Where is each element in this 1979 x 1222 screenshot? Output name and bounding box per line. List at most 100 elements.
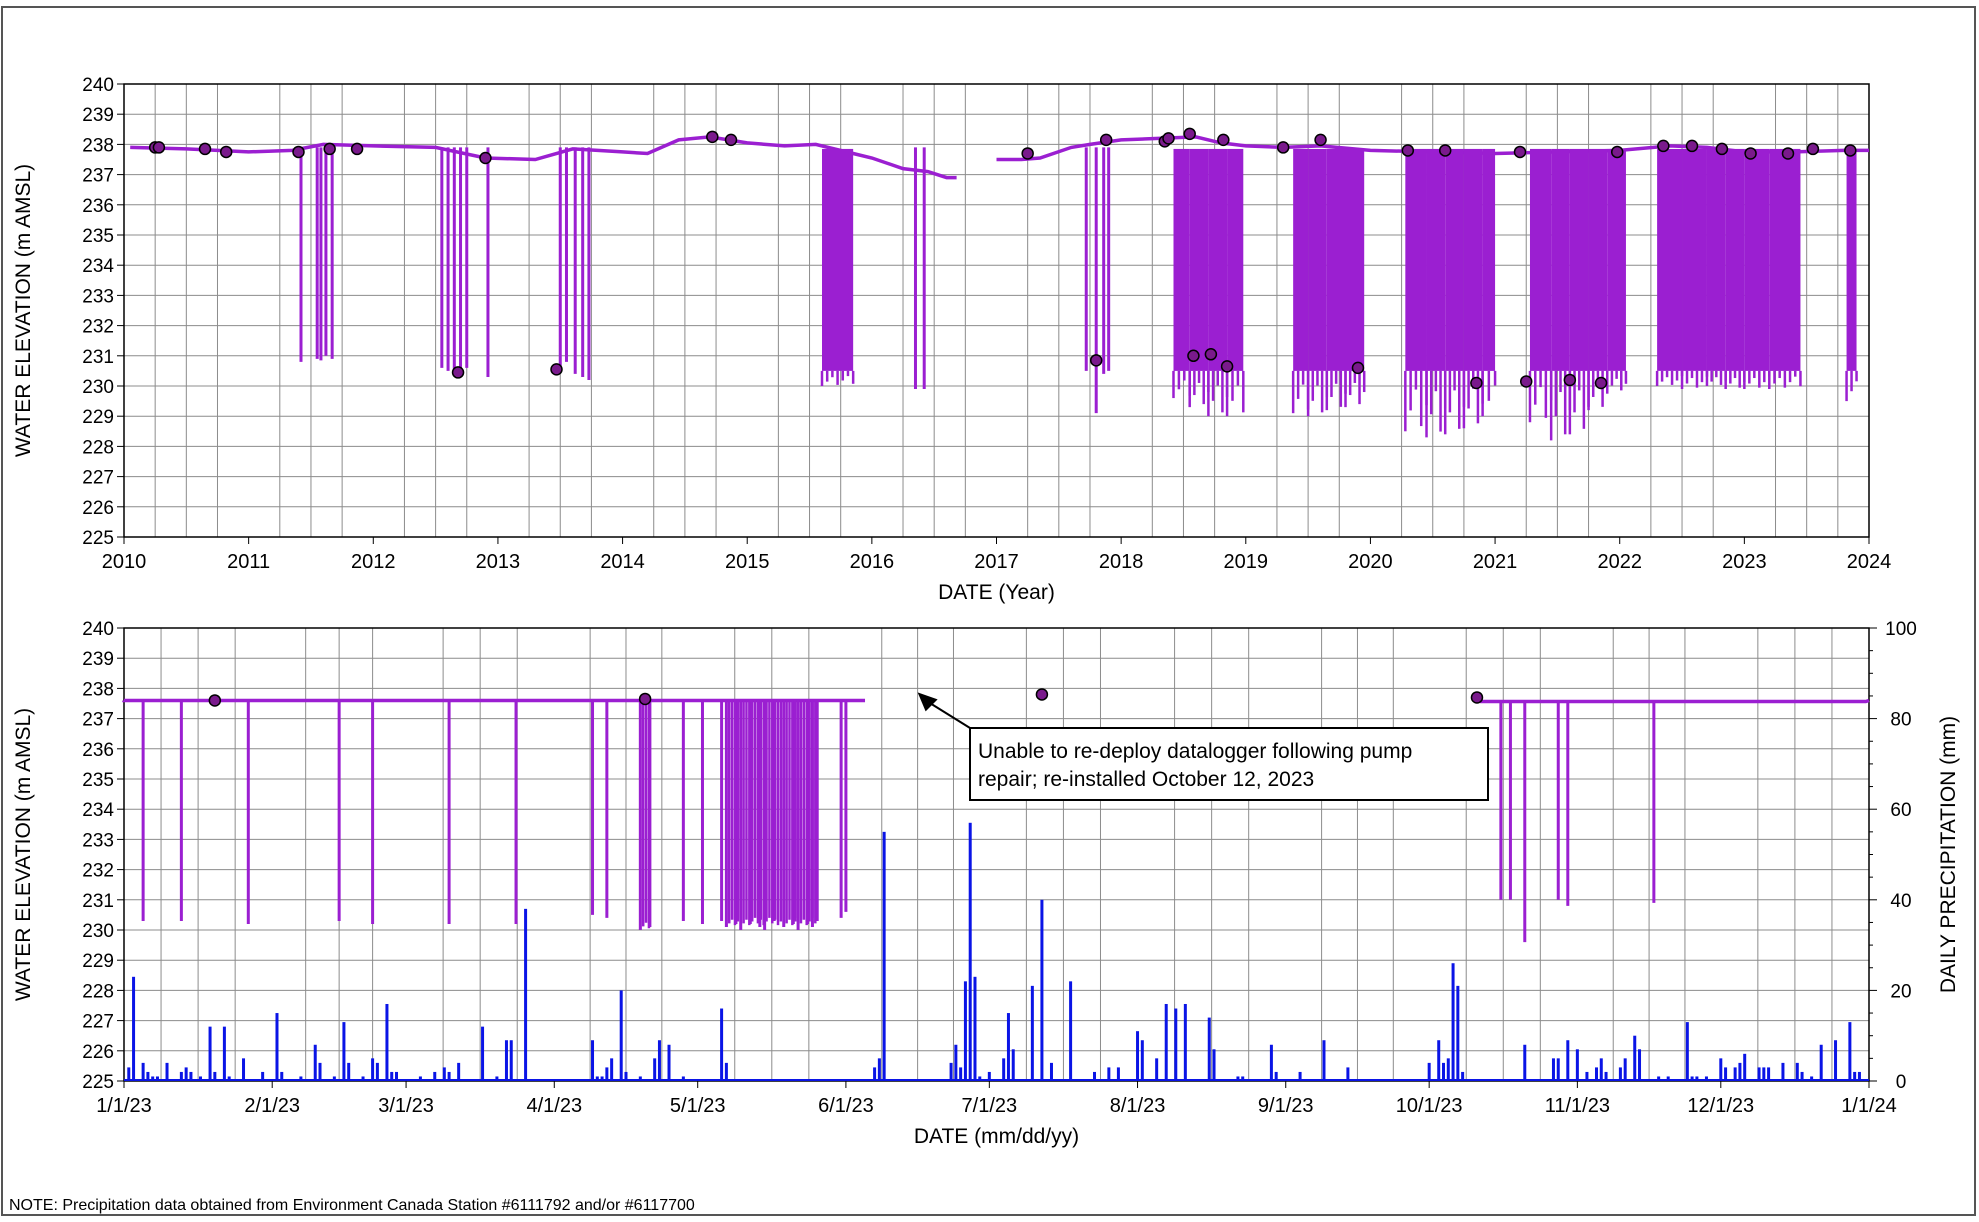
x-tick-label: 8/1/23	[1110, 1095, 1166, 1117]
x-tick-label: 7/1/23	[962, 1095, 1018, 1117]
x-tick-label: 2018	[1099, 551, 1144, 573]
precip-bar	[1810, 1076, 1814, 1081]
precip-bar	[1704, 1076, 1708, 1081]
precip-bar	[978, 1076, 982, 1081]
precip-bar	[1666, 1076, 1670, 1081]
precip-bar	[275, 1013, 279, 1081]
precip-bar	[591, 1040, 595, 1081]
drawdown-band	[1308, 148, 1327, 371]
precip-bar	[227, 1076, 231, 1081]
manual-measurement-point	[1806, 142, 1820, 156]
precip-bar	[1594, 1067, 1598, 1081]
water-level-line	[130, 135, 957, 180]
precip-bar	[605, 1067, 609, 1081]
2023-water-level-precip-chart: 240 239 238 237 236 235 234 233 232 231 230 229 228 2…	[12, 619, 1960, 1148]
y-tick-label: 235	[82, 770, 114, 791]
manual-measurement-point	[1220, 360, 1234, 373]
drawdown-band	[1345, 148, 1365, 371]
x-tick-label: 2010	[102, 551, 147, 573]
precip-bar	[165, 1062, 169, 1081]
precip-bar	[1685, 1022, 1689, 1081]
precip-bar	[1002, 1058, 1006, 1081]
y-tick-label: 236	[82, 196, 114, 217]
drawdown-band	[1405, 148, 1427, 371]
precip-bar	[1819, 1044, 1823, 1081]
y-tick-label: 237	[82, 166, 114, 187]
precip-bar	[954, 1044, 958, 1081]
y-tick-label: 238	[82, 135, 114, 156]
precip-bar	[624, 1071, 628, 1081]
y-tick-label: 227	[82, 1012, 114, 1033]
precip-bar	[1164, 1003, 1168, 1081]
precip-bar	[155, 1076, 159, 1081]
precip-bar	[146, 1071, 150, 1081]
y2-tick-label: 0	[1896, 1072, 1907, 1093]
precip-bar	[299, 1076, 303, 1081]
precip-bar	[261, 1071, 265, 1081]
manual-measurement-point	[323, 142, 336, 156]
manual-measurement-point	[724, 133, 738, 147]
precip-bar	[361, 1076, 365, 1081]
manual-measurement-point	[1715, 142, 1729, 156]
drawdown-band	[1588, 148, 1608, 371]
precip-bar	[1442, 1062, 1446, 1081]
y-tick-label: 232	[82, 317, 114, 338]
x-tick-label: 2024	[1847, 551, 1892, 573]
manual-measurement-point	[1021, 147, 1034, 160]
y-tick-label: 232	[82, 861, 114, 882]
x-tick-label: 3/1/23	[378, 1095, 434, 1117]
precip-bar	[1155, 1058, 1159, 1081]
manual-measurement-point	[1781, 147, 1795, 160]
precip-bar	[433, 1071, 437, 1081]
x-axis-label: DATE (mm/dd/yy)	[914, 1125, 1079, 1148]
precip-bar	[242, 1058, 246, 1081]
y-tick-label: 235	[82, 226, 114, 247]
precip-bar	[1695, 1076, 1699, 1081]
precip-bar	[1116, 1067, 1120, 1081]
x-tick-label: 10/1/23	[1396, 1095, 1463, 1117]
manual-measurement-point	[451, 366, 465, 379]
precip-bar	[1623, 1058, 1627, 1081]
manual-measurement-point	[1183, 127, 1196, 141]
precip-bar	[1174, 1008, 1178, 1081]
precip-bar	[667, 1044, 671, 1081]
precip-bar	[1322, 1040, 1326, 1081]
precip-bar	[987, 1071, 991, 1081]
precip-bar	[1566, 1040, 1570, 1081]
precip-bar	[1093, 1071, 1097, 1081]
manual-measurement-point	[1438, 144, 1452, 157]
precip-bar	[509, 1040, 513, 1081]
precip-bar	[1298, 1071, 1302, 1081]
y-tick-label: 228	[82, 437, 114, 458]
long-term-water-level-chart: 240 239 238 237 236 235 234 233 232 231 230 229 228 2…	[12, 75, 1891, 604]
precip-bar	[877, 1058, 881, 1081]
precip-bar	[1212, 1049, 1216, 1081]
precip-bar	[720, 1008, 724, 1081]
manual-measurement-point	[1099, 133, 1113, 147]
precip-bar	[1140, 1040, 1144, 1081]
precip-bar	[371, 1058, 375, 1081]
x-tick-label: 2012	[351, 551, 396, 573]
precip-bar	[973, 976, 977, 1081]
x-tick-label: 2023	[1722, 551, 1767, 573]
x-tick-label: 2011	[227, 551, 270, 573]
y-axis-label: WATER ELEVATION (m AMSL)	[12, 708, 35, 1001]
precip-bar	[1733, 1067, 1737, 1081]
manual-measurement-point	[638, 692, 652, 706]
manual-measurement-point	[1217, 133, 1230, 147]
precip-bar	[280, 1071, 284, 1081]
precip-bar	[1757, 1067, 1761, 1081]
precip-bar	[1437, 1040, 1441, 1081]
precip-bar	[1456, 985, 1460, 1081]
precip-bar	[1762, 1067, 1766, 1081]
precip-bar	[318, 1062, 322, 1081]
precip-bar	[1346, 1067, 1350, 1081]
x-tick-label: 2020	[1348, 551, 1393, 573]
manual-measurement-point	[1187, 349, 1200, 363]
drawdown-band	[1744, 148, 1770, 371]
manual-measurement-point	[479, 151, 492, 165]
manual-measurement-point	[1401, 144, 1415, 157]
manual-measurement-point	[1844, 144, 1857, 157]
y2-tick-label: 80	[1890, 710, 1911, 731]
y-tick-label: 230	[82, 921, 114, 942]
